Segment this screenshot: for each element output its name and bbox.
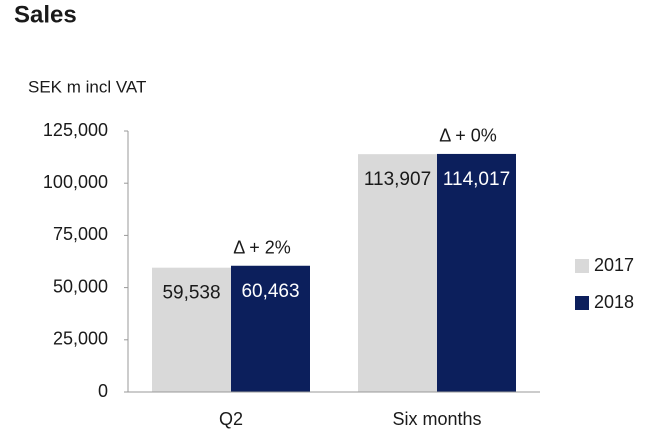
bar: [358, 154, 437, 392]
bar: [152, 267, 231, 392]
annotation: Δ + 0%: [439, 126, 497, 146]
y-tick-label: 25,000: [53, 329, 108, 349]
y-tick-label: 75,000: [53, 224, 108, 244]
legend-label: 2018: [594, 292, 634, 312]
y-tick-label: 125,000: [43, 120, 108, 140]
x-tick-label: Q2: [219, 409, 243, 429]
chart-title: Sales: [14, 1, 77, 28]
value-label: 114,017: [443, 169, 510, 190]
y-tick-label: 50,000: [53, 276, 108, 296]
bar: [231, 265, 310, 392]
value-label: 60,463: [241, 281, 299, 302]
y-tick-label: 100,000: [43, 172, 108, 192]
value-label: 59,538: [162, 283, 220, 304]
legend-swatch: [575, 296, 589, 310]
bar: [437, 153, 516, 392]
x-tick-label: Six months: [392, 409, 481, 429]
annotation: Δ + 2%: [233, 238, 291, 258]
y-axis-label: SEK m incl VAT: [28, 77, 146, 96]
legend-swatch: [575, 259, 589, 273]
legend-label: 2017: [594, 255, 634, 275]
y-tick-label: 0: [98, 381, 108, 401]
value-label: 113,907: [364, 169, 431, 190]
